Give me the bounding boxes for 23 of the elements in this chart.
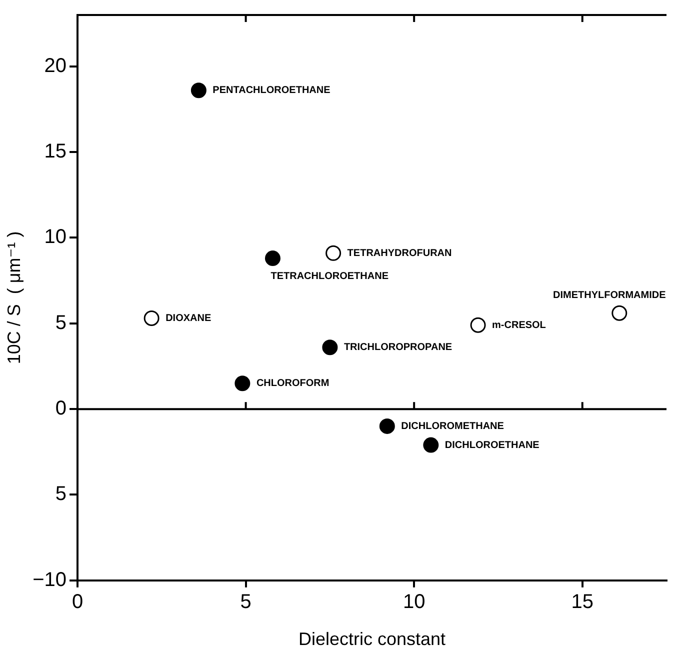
annotation: DIOXANE [166,313,212,324]
x-tick-label: 5 [240,590,252,613]
y-tick-label: 10 [44,226,67,248]
x-axis-title: Dielectric constant [298,629,446,650]
annotation: TETRAHYDROFURAN [347,248,452,259]
y-tick-label: 15 [44,140,67,163]
annotation: DICHLOROMETHANE [401,420,504,432]
x-tick-label: 0 [72,590,84,613]
x-tick-label: 15 [571,590,594,613]
y-tick-label: 0 [55,398,67,420]
y-tick-label: 20 [44,54,67,77]
x-tick-label: 10 [402,590,426,613]
annotation: PENTACHLOROETHANE [212,85,331,96]
y-tick-label: −10 [32,568,67,591]
annotation: TETRACHLOROETHANE [270,271,389,282]
annotation: DIMETHYLFORMAMIDE [552,290,666,301]
annotation: DICHLOROETHANE [444,440,540,451]
y-tick-label: 5 [55,312,67,334]
annotation: m-CRESOL [492,320,546,331]
y-axis-title: 10C / S ( μm⁻¹ ) [4,231,24,364]
annotation: CHLOROFORM [256,378,330,390]
annotation: TRICHLOROPROPANE [344,342,452,354]
y-tick-label: 5 [55,483,67,506]
